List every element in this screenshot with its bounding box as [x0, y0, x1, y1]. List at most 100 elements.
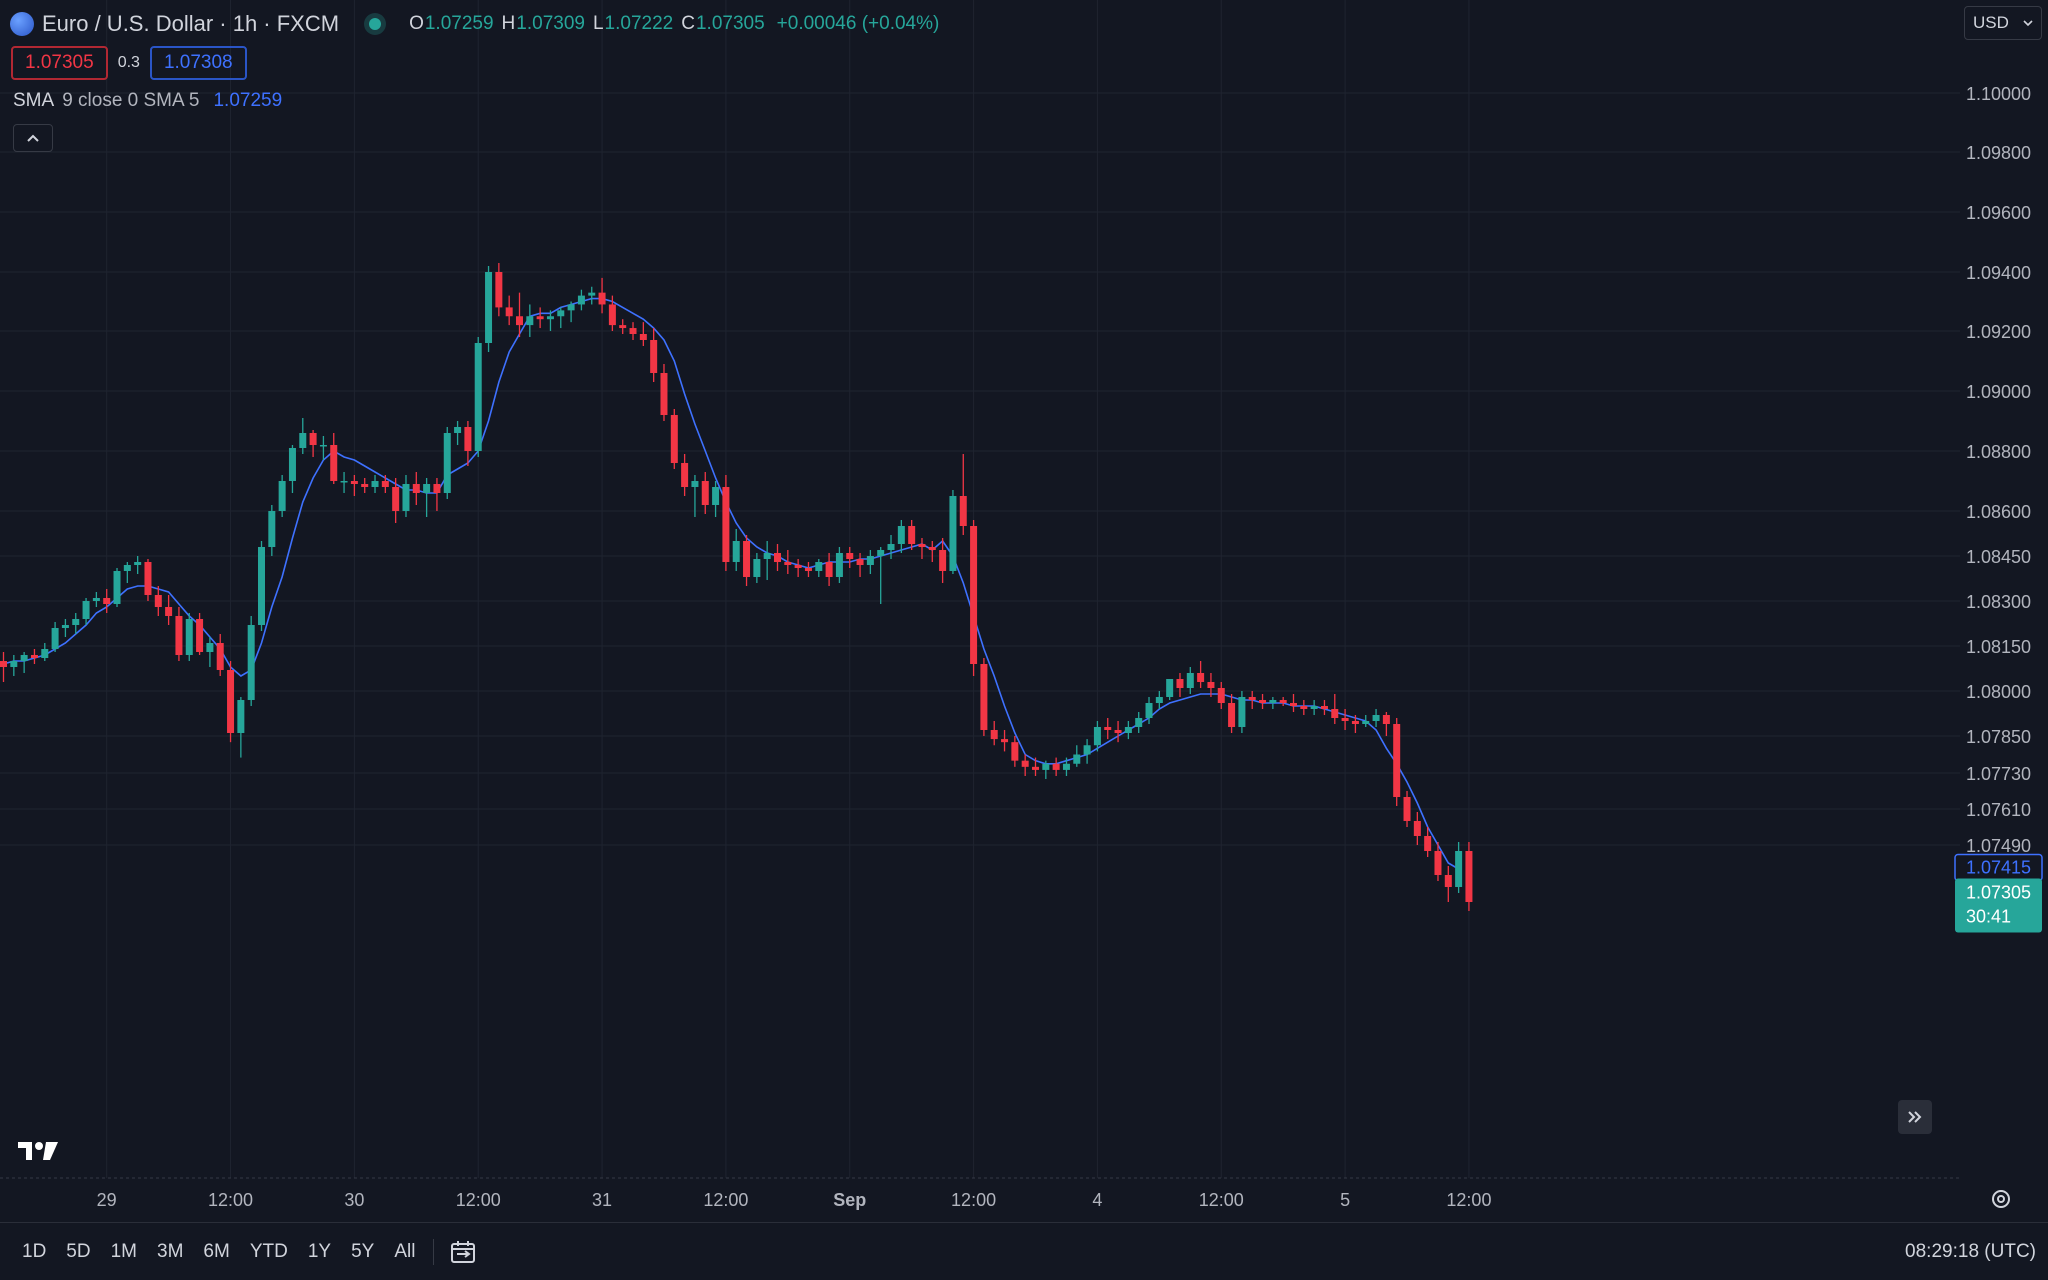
- candle-body: [577, 295, 585, 305]
- candle-body: [196, 619, 204, 652]
- candle-body: [598, 292, 606, 305]
- indicator-params: 9 close 0 SMA 5: [62, 90, 200, 111]
- symbol-title[interactable]: Euro / U.S. Dollar · 1h · FXCM: [42, 11, 340, 36]
- candle-body: [1093, 727, 1101, 746]
- candle-body: [681, 463, 689, 487]
- sma-line-layer: [3, 297, 1460, 870]
- candle-body: [227, 670, 235, 733]
- candle-body: [113, 571, 121, 604]
- range-5y[interactable]: 5Y: [351, 1240, 375, 1262]
- price-tick-label: 1.08150: [1966, 637, 2031, 657]
- candle-body: [1269, 700, 1277, 703]
- candle-body: [712, 487, 720, 505]
- candle-body: [1465, 851, 1473, 902]
- candle-body: [1011, 742, 1019, 761]
- range-1m[interactable]: 1M: [110, 1240, 137, 1262]
- ohlc-value: 1.07305: [695, 13, 765, 34]
- candle-body: [0, 661, 7, 667]
- candle-body: [1166, 679, 1174, 697]
- candle-body: [1062, 763, 1070, 770]
- chevron-up-icon: [27, 134, 39, 142]
- candle-body: [835, 553, 843, 577]
- axes-layer: 1.10000 1.09800 1.09600 1.09400 1.09200 1.090…: [97, 84, 2043, 1210]
- candle-body: [1341, 718, 1349, 721]
- price-tick-label: 1.08450: [1966, 547, 2031, 567]
- ohlc-label: L: [592, 13, 604, 34]
- range-6m[interactable]: 6M: [203, 1240, 230, 1262]
- time-tick-label: 30: [344, 1190, 364, 1210]
- candle-body: [526, 316, 534, 326]
- candle-body: [1155, 697, 1163, 703]
- range-1y[interactable]: 1Y: [307, 1240, 332, 1262]
- candle-body: [1001, 739, 1009, 743]
- candle-body: [30, 655, 38, 658]
- candle-body: [990, 730, 998, 740]
- currency-value: USD: [1973, 13, 2009, 32]
- candle-body: [92, 598, 100, 601]
- range-3m[interactable]: 3M: [157, 1240, 184, 1262]
- candle-body: [619, 325, 627, 329]
- candle-body: [1114, 730, 1122, 733]
- buy-price-button[interactable]: 1.07308: [149, 46, 247, 80]
- time-tick-label: 12:00: [1446, 1190, 1491, 1210]
- time-tick-label: Sep: [833, 1190, 866, 1210]
- candle-body: [474, 343, 482, 451]
- candle-body: [1135, 718, 1143, 727]
- price-tick-label: 1.08800: [1966, 442, 2031, 462]
- indicator-legend[interactable]: SMA 9 close 0 SMA 5 1.07259: [13, 90, 282, 112]
- price-tick-label: 1.08600: [1966, 502, 2031, 522]
- candle-body: [103, 598, 111, 604]
- candle-body: [1424, 836, 1432, 851]
- candle-body: [51, 628, 59, 649]
- utc-clock[interactable]: 08:29:18 (UTC): [1905, 1240, 2036, 1262]
- currency-select[interactable]: USD: [1964, 6, 2042, 40]
- candle-body: [1362, 721, 1370, 724]
- range-all[interactable]: All: [394, 1240, 416, 1262]
- candle-body: [123, 565, 131, 571]
- candle-body: [1197, 673, 1205, 682]
- chevron-down-icon: [2023, 20, 2033, 27]
- candle-body: [1382, 715, 1390, 724]
- candle-body: [330, 445, 338, 481]
- candle-body: [433, 484, 441, 493]
- ohlc-label: O: [409, 13, 424, 34]
- collapse-legend-button[interactable]: [13, 124, 53, 152]
- sell-price-button[interactable]: 1.07305: [11, 46, 108, 80]
- market-status-dot[interactable]: [369, 18, 382, 30]
- candle-body: [381, 481, 389, 487]
- candle-body: [1032, 766, 1039, 770]
- candle-body: [980, 664, 988, 730]
- candle-body: [165, 607, 173, 616]
- tradingview-logo-icon[interactable]: [16, 1136, 60, 1170]
- ohlc-label: C: [681, 13, 695, 34]
- candle-body: [299, 433, 307, 448]
- candles-layer: [0, 263, 1473, 911]
- candle-body: [949, 496, 957, 571]
- settings-icon[interactable]: [1988, 1186, 2014, 1212]
- spread-value: 0.3: [117, 54, 140, 71]
- candle-body: [1320, 706, 1328, 709]
- time-tick-label: 31: [592, 1190, 612, 1210]
- range-5d[interactable]: 5D: [66, 1240, 91, 1262]
- candle-body: [670, 415, 678, 463]
- indicator-value: 1.07259: [213, 90, 283, 111]
- candle-body: [41, 649, 49, 658]
- ohlc-label: H: [501, 13, 516, 34]
- candle-body: [464, 427, 472, 451]
- range-1d[interactable]: 1D: [22, 1240, 47, 1262]
- candle-body: [72, 619, 80, 625]
- candle-body: [361, 484, 369, 487]
- price-tick-label: 1.07730: [1966, 764, 2031, 784]
- candle-body: [350, 481, 358, 484]
- scroll-to-realtime-button[interactable]: [1898, 1100, 1932, 1134]
- candle-body: [608, 304, 616, 326]
- calendar-icon[interactable]: [448, 1239, 478, 1265]
- candle-body: [1413, 821, 1421, 836]
- candle-body: [887, 544, 895, 550]
- time-tick-label: 12:00: [1199, 1190, 1244, 1210]
- range-ytd[interactable]: YTD: [249, 1240, 288, 1262]
- price-chart[interactable]: 1.10000 1.09800 1.09600 1.09400 1.09200 1.090…: [0, 0, 2048, 1222]
- toolbar-divider: [433, 1238, 435, 1265]
- sma-line: [3, 297, 1460, 870]
- candle-body: [134, 562, 142, 565]
